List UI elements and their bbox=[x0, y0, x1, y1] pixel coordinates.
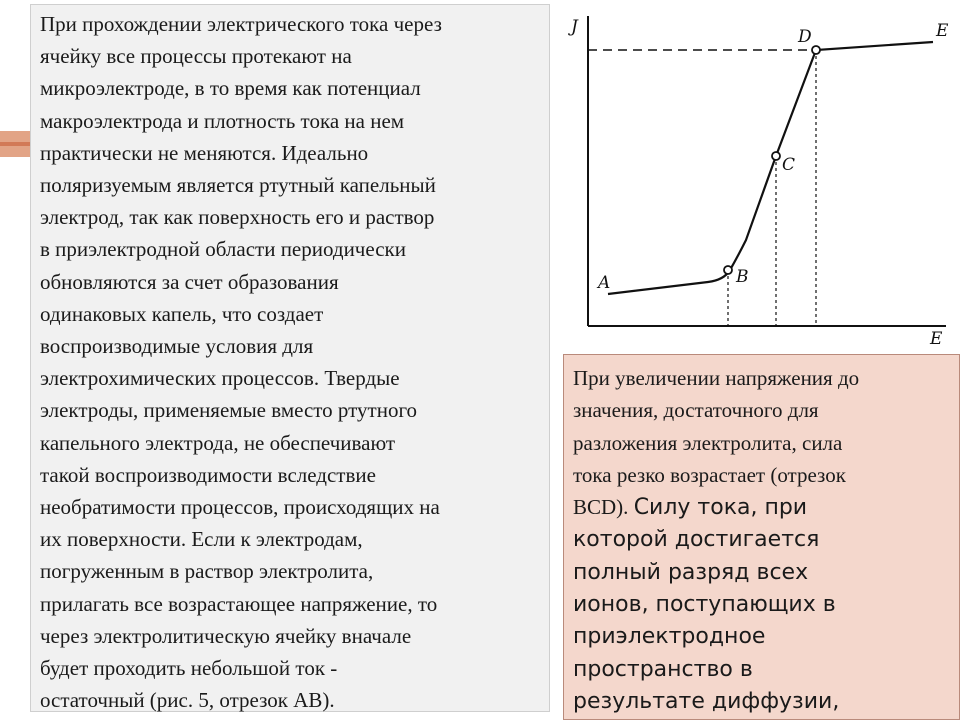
right-panel-serif-text: При увеличении напряжения до значения, д… bbox=[573, 366, 860, 520]
point-d-label: D bbox=[797, 27, 812, 47]
point-e-label: E bbox=[935, 21, 949, 41]
right-panel-sans-text: Силу тока, при которой достигается полны… bbox=[573, 495, 840, 714]
accent-bar bbox=[0, 131, 32, 157]
left-text-panel bbox=[30, 4, 550, 712]
polarization-curve bbox=[607, 40, 934, 296]
polarization-curve-graph: J E A B C D E bbox=[568, 16, 949, 349]
x-axis-label: E bbox=[929, 329, 943, 349]
y-axis-label: J bbox=[568, 17, 579, 37]
point-a-label: A bbox=[596, 273, 610, 293]
point-d-marker bbox=[811, 45, 821, 55]
point-b-label: B bbox=[735, 267, 749, 287]
right-text-panel bbox=[563, 354, 960, 720]
point-b-marker bbox=[723, 265, 733, 275]
point-c-marker bbox=[771, 151, 781, 161]
left-panel-paragraph: При прохождении электрического тока чере… bbox=[40, 12, 442, 713]
right-panel-paragraph: При увеличении напряжения до значения, д… bbox=[573, 362, 958, 718]
point-c-label: C bbox=[782, 155, 795, 175]
